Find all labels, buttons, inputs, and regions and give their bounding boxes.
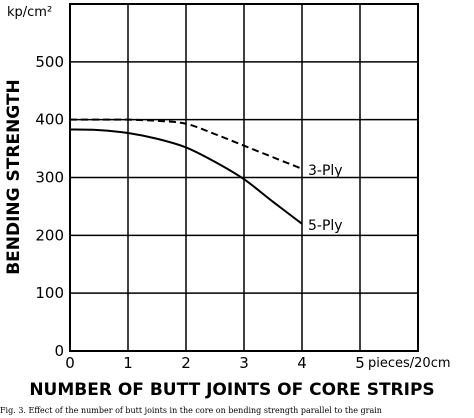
x-tick-label: 2: [181, 354, 191, 372]
x-tick-label: 0: [65, 354, 75, 372]
y-tick-label: 0: [54, 342, 64, 360]
plot-frame: [69, 3, 419, 352]
x-tick-label: 3: [239, 354, 249, 372]
axes: [69, 3, 419, 352]
y-tick-label: 100: [35, 284, 64, 302]
series-label-5-ply: 5-Ply: [308, 218, 343, 234]
y-tick-label: 400: [35, 111, 64, 129]
y-tick-label: 200: [35, 226, 64, 244]
series-line-3-ply: [70, 118, 303, 170]
x-axis-unit: pieces/20cm: [368, 356, 451, 371]
y-tick-label: 300: [35, 169, 64, 187]
y-axis-title: BENDING STRENGTH: [4, 79, 24, 275]
grid: [70, 4, 418, 351]
y-tick-labels: 0 100 200 300 400 500: [35, 53, 64, 360]
x-tick-label: 1: [123, 354, 133, 372]
x-tick-label: 4: [297, 354, 307, 372]
x-tick-label: 5: [355, 354, 365, 372]
y-tick-label: 500: [35, 53, 64, 71]
y-axis-unit: kp/cm²: [7, 5, 52, 20]
series-line-5-ply: [69, 128, 303, 225]
figure-caption: Fig. 3. Effect of the number of butt joi…: [0, 406, 382, 415]
x-axis-title: NUMBER OF BUTT JOINTS OF CORE STRIPS: [29, 380, 434, 400]
series-label-3-ply: 3-Ply: [308, 163, 343, 179]
series: 3-Ply 5-Ply: [69, 118, 343, 234]
x-tick-labels: 0 1 2 3 4 5: [65, 354, 365, 372]
